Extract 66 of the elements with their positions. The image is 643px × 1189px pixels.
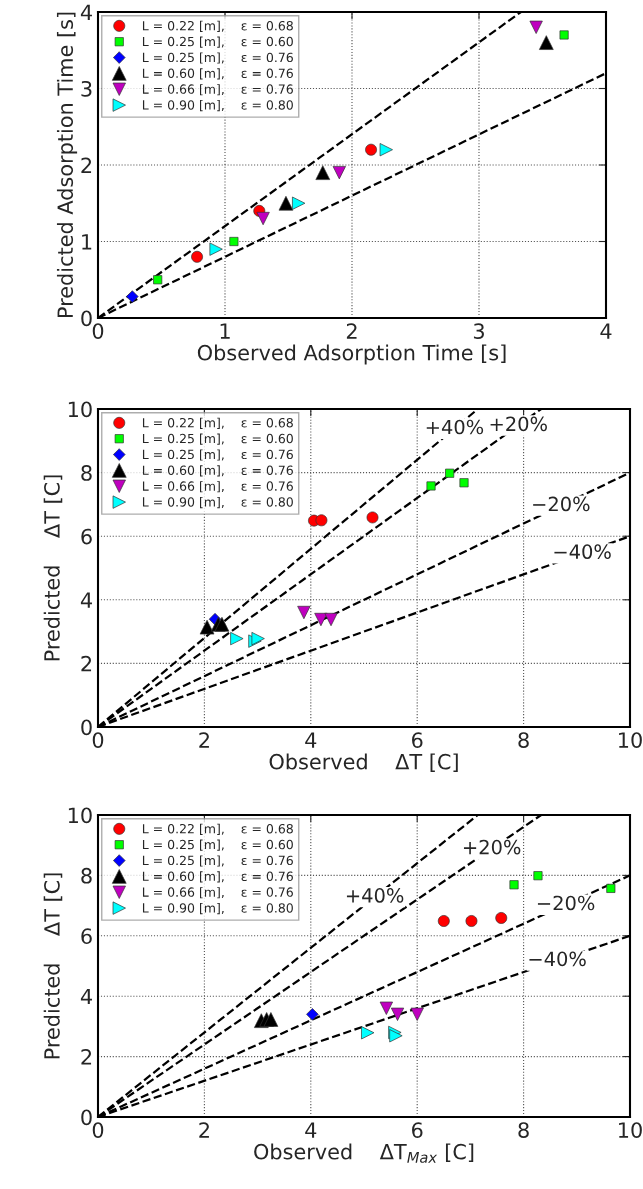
legend-label: L = 0.25 [m], ε = 0.76	[142, 52, 293, 64]
x-tick-label: 2	[199, 732, 209, 748]
x-tick-label: 2	[199, 1122, 209, 1138]
y-axis-title: Predicted ΔT [C]	[43, 475, 63, 661]
legend-label: L = 0.22 [m], ε = 0.68	[142, 20, 293, 32]
x-tick-label: 6	[412, 732, 423, 748]
y-tick-label: 8	[81, 465, 92, 481]
y-tick-label: 0	[81, 310, 92, 327]
x-tick-label: 8	[518, 732, 529, 748]
x-axis-title: Observed Adsorption Time [s]	[197, 344, 506, 365]
x-tick-label: 4	[600, 323, 612, 339]
legend-label: L = 0.60 [m], ε = 0.76	[142, 68, 293, 80]
y-axis-title: Predicted Adsorption Time [s]	[56, 12, 78, 318]
annotation: +20%	[463, 839, 521, 855]
y-tick-label: 10	[68, 807, 92, 824]
y-axis-title: Predicted ΔT [C]	[43, 873, 63, 1059]
y-tick-label: 3	[81, 80, 92, 97]
x-tick-label: 3	[473, 323, 484, 339]
legend-label: L = 0.22 [m], ε = 0.68	[142, 417, 293, 429]
y-tick-label: 4	[80, 988, 92, 1005]
x-tick-label: 10	[619, 732, 642, 748]
y-tick-label: 6	[81, 928, 92, 945]
legend-label: L = 0.90 [m], ε = 0.80	[142, 902, 293, 915]
y-tick-label: 2	[81, 157, 92, 173]
x-tick-label: 0	[92, 732, 104, 748]
legend-label: L = 0.25 [m], ε = 0.60	[142, 36, 293, 48]
x-tick-label: 0	[92, 1122, 104, 1138]
x-tick-label: 10	[619, 1122, 642, 1138]
legend-label: L = 0.90 [m], ε = 0.80	[142, 496, 293, 509]
annotation: −40%	[554, 544, 611, 560]
y-tick-label: 0	[81, 719, 92, 736]
y-tick-label: 8	[81, 867, 92, 884]
legend-label: L = 0.25 [m], ε = 0.76	[142, 449, 293, 461]
legend-label: L = 0.25 [m], ε = 0.60	[142, 839, 293, 851]
x-tick-label: 8	[518, 1122, 529, 1138]
x-axis-title: Observed ΔT [C]	[269, 753, 458, 772]
legend-label: L = 0.66 [m], ε = 0.76	[142, 84, 293, 96]
annotation: +20%	[490, 416, 547, 432]
y-tick-label: 2	[81, 1049, 92, 1065]
y-tick-label: 10	[68, 401, 92, 418]
annotation: +40%	[346, 888, 404, 903]
legend-label: L = 0.25 [m], ε = 0.76	[142, 855, 293, 867]
y-tick-label: 4	[80, 4, 92, 20]
annotation: −20%	[533, 496, 590, 512]
x-tick-label: 4	[305, 1122, 317, 1138]
legend-label: L = 0.60 [m], ε = 0.76	[142, 465, 293, 477]
y-tick-label: 6	[81, 528, 92, 545]
y-tick-label: 1	[82, 234, 92, 250]
legend-label: L = 0.60 [m], ε = 0.76	[142, 871, 293, 883]
x-axis-title: Observed ΔT$_{Max}$ [C]	[254, 1143, 474, 1163]
y-tick-label: 4	[80, 592, 92, 608]
legend-label: L = 0.22 [m], ε = 0.68	[142, 823, 293, 835]
x-tick-label: 6	[412, 1122, 423, 1138]
legend-label: L = 0.66 [m], ε = 0.76	[142, 481, 293, 493]
x-tick-label: 2	[346, 323, 357, 339]
y-tick-label: 0	[81, 1109, 92, 1126]
x-tick-label: 0	[92, 323, 104, 339]
annotation: +40%	[426, 419, 484, 435]
annotation: −40%	[529, 951, 586, 967]
x-tick-label: 1	[220, 323, 230, 339]
legend-label: L = 0.90 [m], ε = 0.80	[142, 99, 293, 112]
y-tick-label: 2	[81, 655, 92, 672]
legend-label: L = 0.66 [m], ε = 0.76	[142, 887, 293, 899]
x-tick-label: 4	[305, 732, 317, 748]
annotation: −20%	[537, 895, 595, 911]
legend-label: L = 0.25 [m], ε = 0.60	[142, 433, 293, 445]
